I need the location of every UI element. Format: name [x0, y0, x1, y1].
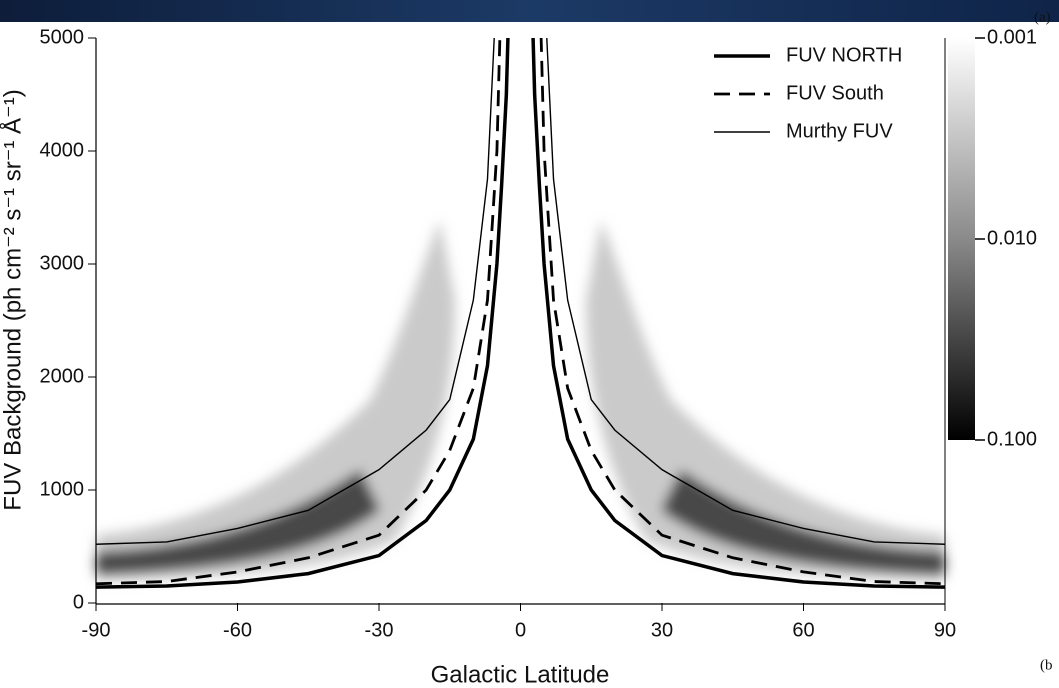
- y-tick-label: 1000: [40, 478, 85, 500]
- legend-label: FUV NORTH: [786, 44, 902, 66]
- colorbar: [948, 38, 975, 440]
- line-series: [96, 38, 945, 545]
- x-tick-label: -30: [365, 619, 394, 641]
- colorbar-tick-label: 0.100: [987, 428, 1037, 450]
- y-tick-label: 5000: [40, 26, 85, 48]
- line-series: [96, 38, 945, 586]
- banner: [0, 0, 1059, 22]
- x-tick-label: 60: [792, 619, 814, 641]
- panel-label: (a): [1034, 9, 1051, 25]
- panel-label: (b: [1040, 657, 1053, 673]
- colorbar-tick-label: 0.010: [987, 227, 1037, 249]
- y-tick-label: 2000: [40, 365, 85, 387]
- line-series: [96, 38, 945, 589]
- plot-lines: [96, 38, 945, 589]
- y-tick-label: 4000: [40, 139, 85, 161]
- x-tick-label: 0: [515, 619, 526, 641]
- x-tick-label: 90: [934, 619, 956, 641]
- y-tick-label: 0: [73, 591, 84, 613]
- y-tick-label: 3000: [40, 252, 85, 274]
- y-axis-label: FUV Background (ph cm⁻² s⁻¹ sr⁻¹ Å⁻¹): [0, 89, 26, 510]
- x-tick-label: -90: [82, 619, 111, 641]
- legend-label: Murthy FUV: [786, 120, 893, 142]
- colorbar-tick-label: 0.001: [987, 26, 1037, 48]
- x-tick-label: -60: [223, 619, 252, 641]
- x-tick-label: 30: [651, 619, 673, 641]
- density-cloud: [96, 220, 945, 580]
- x-axis-label: Galactic Latitude: [431, 661, 610, 688]
- legend-label: FUV South: [786, 82, 884, 104]
